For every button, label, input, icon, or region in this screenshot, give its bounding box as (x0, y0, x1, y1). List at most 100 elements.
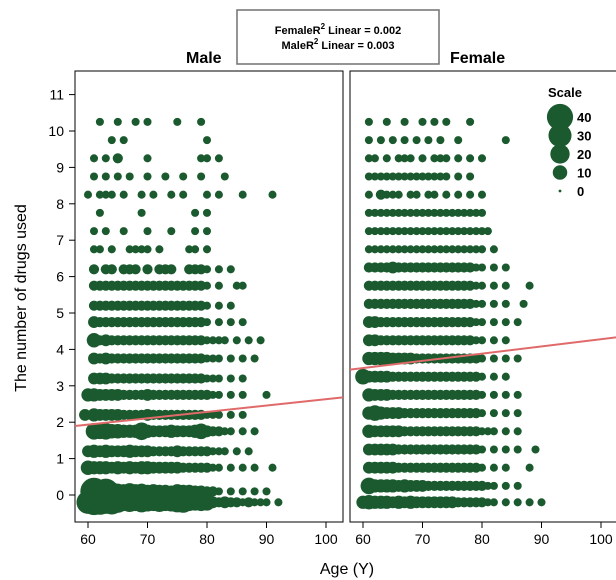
male-bubble (89, 154, 99, 163)
male-bubble (191, 245, 200, 254)
male-bubble (95, 117, 104, 126)
male-bubble (191, 227, 200, 236)
male-panel-title: Male (186, 50, 222, 67)
female-bubble (489, 336, 498, 345)
male-bubble (208, 463, 217, 472)
female-bubble (472, 318, 481, 327)
male-bubble (214, 318, 223, 327)
male-bubble (143, 172, 152, 181)
male-bubble (101, 154, 110, 163)
male-bubble (214, 190, 223, 199)
female-bubble (376, 136, 385, 145)
female-bubble (375, 189, 386, 200)
female-bubble (382, 190, 391, 199)
female-bubble (466, 227, 475, 236)
female-bubble (466, 190, 475, 199)
male-bubble (149, 190, 158, 199)
y-tick-label: 6 (56, 269, 64, 285)
male-bubble (262, 498, 271, 507)
male-bubble (201, 389, 213, 400)
female-bubble (454, 172, 463, 181)
male-bubble (274, 498, 283, 507)
male-bubble (137, 245, 146, 254)
female-bubble (513, 409, 522, 418)
female-bubble (477, 281, 487, 290)
female-bubble (412, 172, 421, 181)
female-bubble (466, 172, 475, 181)
male-bubble (101, 172, 110, 181)
male-bubble (119, 190, 128, 199)
male-bubble (197, 117, 206, 126)
male-bubble (208, 336, 217, 345)
female-bubble (465, 298, 476, 309)
female-bubble (454, 208, 463, 217)
female-bubble (477, 227, 487, 236)
female-bubble (382, 208, 391, 217)
female-bubble (477, 263, 487, 272)
male-bubble (143, 117, 152, 126)
female-fit-line (349, 336, 616, 371)
female-bubble (501, 390, 510, 399)
male-bubble (214, 410, 223, 419)
male-bubble (107, 190, 116, 199)
female-bubble (477, 372, 487, 381)
x-tick-label: 60 (80, 531, 96, 547)
female-bubble (465, 335, 476, 346)
male-bubble (226, 487, 235, 496)
female-bubble (370, 227, 379, 236)
female-bubble (364, 172, 373, 181)
female-bubble (394, 208, 403, 217)
male-bubble (179, 190, 188, 199)
male-bubble (137, 208, 146, 217)
female-bubble (418, 208, 427, 217)
male-bubble (196, 317, 207, 328)
male-bubble (202, 265, 212, 274)
female-bubble (472, 227, 481, 236)
female-bubble (442, 245, 451, 254)
female-bubble (448, 208, 457, 217)
male-bubble (238, 374, 247, 383)
y-tick-label: 5 (56, 305, 64, 321)
male-bubble (196, 353, 207, 364)
legend-label: 30 (577, 129, 591, 144)
male-bubble (142, 264, 153, 275)
male-bubble (250, 487, 259, 496)
male-bubble (166, 264, 177, 275)
female-bubble (370, 245, 379, 254)
female-bubble (388, 208, 397, 217)
male-bubble (238, 427, 247, 436)
female-bubble (476, 497, 488, 508)
male-bubble (214, 281, 223, 290)
female-bubble (460, 208, 469, 217)
male-bubble (208, 354, 217, 363)
legend-bubble (552, 165, 568, 180)
male-r2-annotation: MaleR2 Linear = 0.003 (282, 37, 395, 52)
female-bubble (364, 117, 373, 126)
female-bubble (513, 354, 522, 363)
male-bubble (214, 390, 223, 399)
female-bubble (501, 481, 510, 490)
female-bubble (525, 463, 534, 472)
male-bubble (202, 136, 212, 145)
male-bubble (113, 172, 122, 181)
female-bubble (477, 390, 487, 399)
male-bubble (208, 374, 217, 383)
male-bubble (83, 190, 93, 199)
male-bubble (250, 354, 259, 363)
female-bubble (513, 318, 522, 327)
female-bubble (477, 299, 487, 308)
male-bubble (202, 190, 212, 199)
male-bubble (201, 462, 213, 473)
female-bubble (424, 208, 433, 217)
male-bubble (214, 463, 223, 472)
female-bubble (477, 354, 487, 363)
female-panel-title: Female (450, 50, 505, 67)
male-bubble (202, 227, 212, 236)
female-bubble (489, 372, 498, 381)
female-bubble (388, 172, 397, 181)
female-bubble (406, 172, 415, 181)
y-tick-label: 10 (48, 123, 64, 139)
female-bubble (436, 136, 445, 145)
female-bubble (382, 172, 391, 181)
female-bubble (436, 208, 445, 217)
